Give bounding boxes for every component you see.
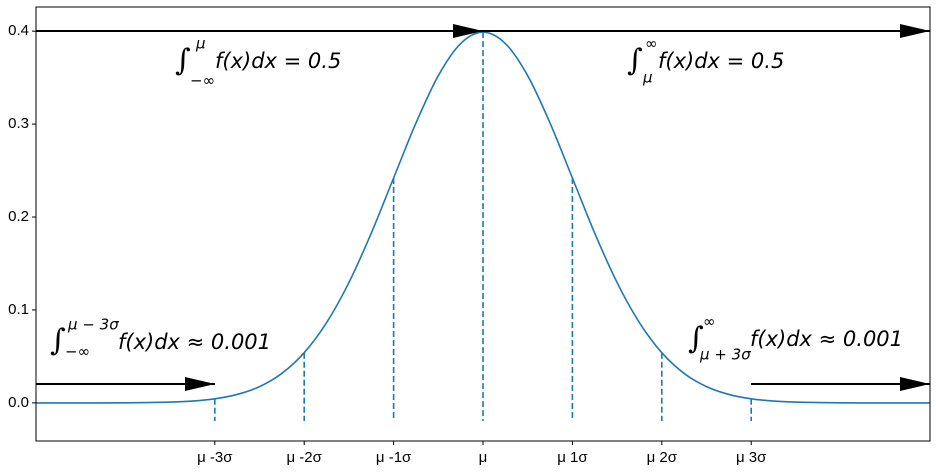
plot-area: 0.0 0.1 0.2 0.3 0.4 μ -3σ μ -2σ μ -1σ μ μ 1σ μ 2σ μ… xyxy=(8,22,930,466)
integral-sign: ∫ xyxy=(688,321,704,356)
lower-limit: μ xyxy=(642,69,653,87)
y-tick-label: 0.4 xyxy=(8,22,29,39)
x-tick-label: μ 3σ xyxy=(736,449,767,466)
y-tick-label: 0.2 xyxy=(8,208,29,225)
annotation: f(x)dx = 0.5 xyxy=(658,49,784,73)
upper-limit: μ xyxy=(195,35,206,53)
annotation: f(x)dx ≈ 0.001 xyxy=(750,327,903,351)
x-tick-label: μ -2σ xyxy=(286,449,322,466)
upper-limit: ∞ xyxy=(703,313,716,331)
integral-sign: ∫ xyxy=(50,323,66,358)
x-tick-label: μ 1σ xyxy=(557,449,588,466)
y-tick-label: 0.3 xyxy=(8,115,29,132)
x-tick-label: μ 2σ xyxy=(647,449,678,466)
upper-limit: μ − 3σ xyxy=(67,316,119,334)
x-tick-label: μ -3σ xyxy=(197,449,233,466)
lower-limit: −∞ xyxy=(65,343,90,361)
integral-sign: ∫ xyxy=(175,43,191,78)
lower-limit: −∞ xyxy=(190,72,215,90)
x-tick-label: μ -1σ xyxy=(376,449,412,466)
y-tick-label: 0.0 xyxy=(8,394,29,411)
integral-sign: ∫ xyxy=(627,43,643,78)
curve xyxy=(36,31,930,404)
annotation: f(x)dx = 0.5 xyxy=(215,49,341,73)
y-tick-label: 0.1 xyxy=(8,301,29,318)
frame xyxy=(35,6,931,442)
lower-limit: μ + 3σ xyxy=(699,346,751,364)
upper-limit: ∞ xyxy=(645,35,658,53)
x-tick-label: μ xyxy=(479,449,488,466)
annotation: f(x)dx ≈ 0.001 xyxy=(118,330,271,354)
